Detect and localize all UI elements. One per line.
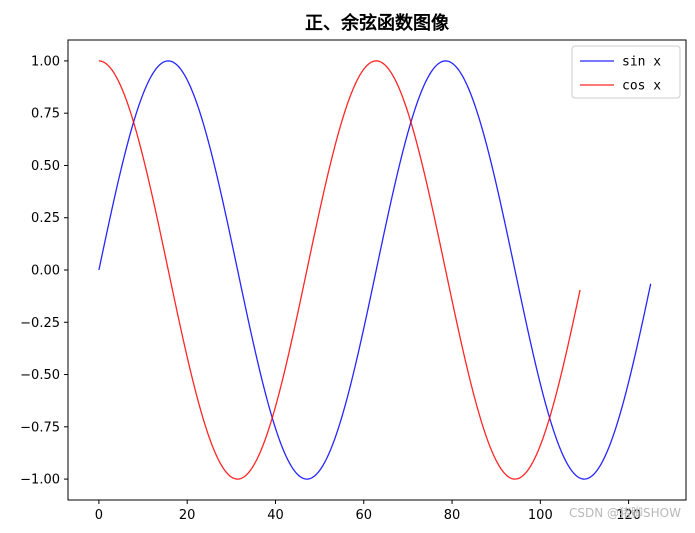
series-line-sin	[98, 60, 652, 480]
y-axis: −1.00 −0.75 −0.50 −0.25 0.00 0.25 0.50 0.75 1.00	[20, 54, 68, 488]
x-tick-label: 0	[95, 508, 103, 523]
series-line-cos	[98, 60, 581, 480]
x-tick-label: 80	[444, 508, 461, 523]
y-tick-label: −0.75	[20, 420, 60, 435]
plot-frame	[67, 39, 687, 501]
y-tick-label: 0.75	[31, 107, 60, 122]
x-tick-label: 20	[179, 508, 196, 523]
plot-area	[67, 39, 687, 501]
legend-label-cos: cos x	[622, 79, 661, 94]
y-tick-label: 1.00	[31, 54, 60, 69]
x-tick-label: 60	[355, 508, 372, 523]
x-tick-label: 40	[267, 508, 284, 523]
y-tick-label: −0.50	[20, 368, 60, 383]
y-tick-label: 0.00	[31, 264, 60, 279]
y-tick-label: −1.00	[20, 473, 60, 488]
y-tick-label: 0.50	[31, 159, 60, 174]
watermark: CSDN @猪脚SHOW	[569, 506, 681, 520]
chart-title: 正、余弦函数图像	[305, 12, 450, 34]
legend: sin x cos x	[571, 45, 681, 99]
x-tick-label: 120	[616, 508, 641, 523]
y-tick-label: −0.25	[20, 316, 60, 331]
x-axis: 0 20 40 60 80 100 120	[95, 500, 641, 523]
y-tick-label: 0.25	[31, 211, 60, 226]
x-tick-label: 100	[528, 508, 553, 523]
legend-label-sin: sin x	[622, 55, 661, 70]
